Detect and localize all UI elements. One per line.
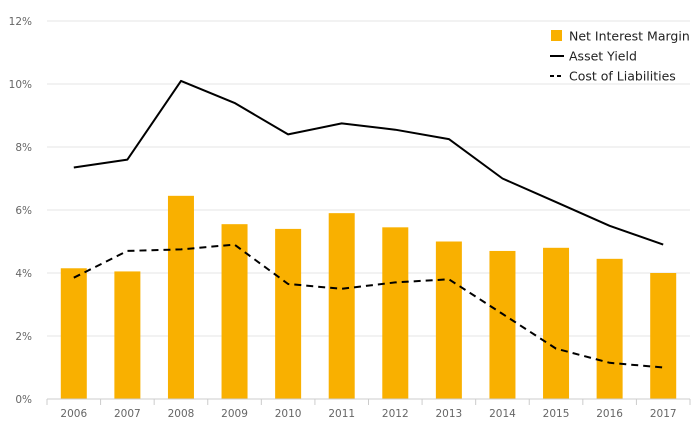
x-tick-label: 2010 xyxy=(275,408,302,420)
bar xyxy=(435,241,462,399)
legend-label: Cost of Liabilities xyxy=(569,69,676,84)
legend-swatch xyxy=(551,30,562,41)
line-series xyxy=(73,79,664,369)
x-tick-label: 2015 xyxy=(543,408,570,420)
x-tick-label: 2012 xyxy=(382,408,409,420)
bar xyxy=(221,224,248,399)
x-tick-label: 2013 xyxy=(436,408,463,420)
asset-yield-line xyxy=(73,79,664,246)
cost-of-liabilities-line xyxy=(73,243,664,369)
x-tick-label: 2008 xyxy=(168,408,195,420)
x-tick-label: 2011 xyxy=(328,408,355,420)
x-tick-label: 2014 xyxy=(489,408,516,420)
bar xyxy=(275,228,302,399)
bar xyxy=(489,250,516,399)
bar xyxy=(382,227,409,399)
axes: 0% 2% 4% 6% 8% 10% 12% 2006 2007 2008 2009 2010 2011… xyxy=(9,16,691,420)
y-tick-label: 2% xyxy=(15,331,32,343)
bar xyxy=(543,247,570,399)
bar xyxy=(328,213,355,399)
y-tick-label: 10% xyxy=(9,79,32,91)
bar xyxy=(650,273,677,399)
y-tick-label: 8% xyxy=(15,142,32,154)
y-tick-label: 6% xyxy=(15,205,32,217)
legend-label: Asset Yield xyxy=(569,49,637,64)
bar xyxy=(167,195,194,399)
bar-series xyxy=(60,195,677,399)
x-tick-label: 2007 xyxy=(114,408,141,420)
y-tick-label: 0% xyxy=(15,394,32,406)
bar xyxy=(596,258,623,399)
x-tick-label: 2016 xyxy=(596,408,623,420)
legend: Net Interest Margin Asset Yield Cost of Li… xyxy=(550,29,690,84)
bar xyxy=(114,271,141,399)
y-tick-label: 12% xyxy=(9,16,32,28)
x-tick-label: 2009 xyxy=(221,408,248,420)
bar xyxy=(60,268,87,399)
gridlines xyxy=(47,20,690,337)
y-tick-label: 4% xyxy=(15,268,32,280)
x-tick-label: 2017 xyxy=(650,408,677,420)
legend-label: Net Interest Margin xyxy=(569,29,690,44)
x-tick-label: 2006 xyxy=(60,408,87,420)
